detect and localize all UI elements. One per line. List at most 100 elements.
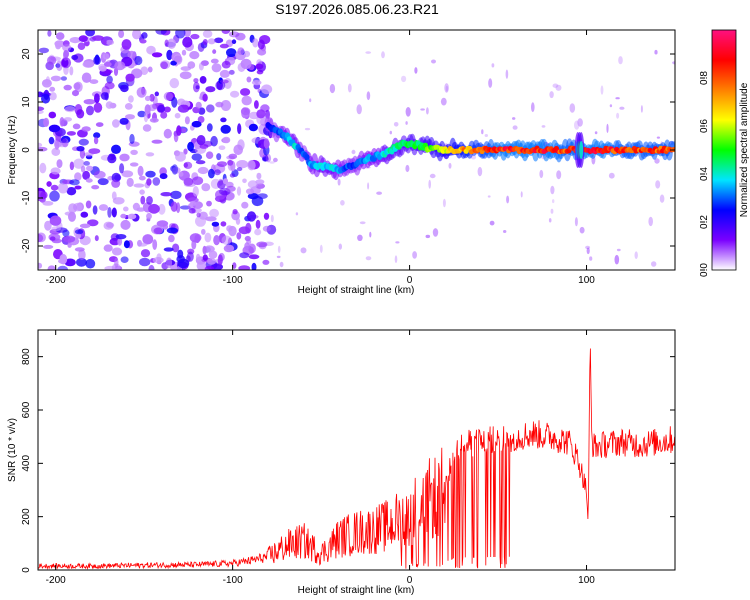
- noise-blob: [81, 72, 92, 83]
- noise-blob: [173, 55, 182, 63]
- noise-blob: [40, 191, 48, 200]
- noise-blob: [44, 220, 52, 231]
- spectrogram-x-label: Height of straight line (km): [298, 285, 415, 296]
- noise-blob: [120, 84, 129, 93]
- speckle: [395, 241, 400, 244]
- speckle: [487, 195, 491, 198]
- noise-blob: [92, 35, 104, 41]
- noise-blob: [235, 217, 241, 225]
- noise-blob: [261, 156, 269, 162]
- noise-blob: [195, 215, 206, 227]
- noise-blob: [63, 50, 70, 58]
- noise-blob: [231, 39, 237, 44]
- noise-blob: [88, 148, 101, 155]
- noise-blob: [72, 123, 81, 130]
- speckle: [506, 195, 510, 204]
- speckle: [304, 127, 311, 131]
- noise-blob: [221, 235, 232, 245]
- noise-blob: [220, 117, 227, 123]
- speckle: [420, 108, 425, 111]
- noise-blob: [228, 69, 235, 75]
- noise-blob: [83, 99, 96, 105]
- noise-blob: [228, 153, 238, 160]
- noise-blob: [57, 265, 69, 270]
- noise-blob: [220, 124, 231, 134]
- snr-y-label: SNR (10 * v/v): [7, 418, 18, 482]
- noise-blob: [120, 213, 127, 219]
- noise-blob: [69, 66, 74, 76]
- noise-blob: [190, 200, 197, 206]
- noise-blob: [38, 142, 43, 148]
- noise-blob: [127, 95, 134, 103]
- noise-blob: [51, 226, 61, 232]
- x-tick-label: -200: [46, 275, 66, 286]
- noise-blob: [198, 107, 206, 115]
- noise-blob: [164, 39, 169, 47]
- noise-blob: [46, 56, 57, 65]
- speckle: [277, 245, 281, 253]
- noise-blob: [184, 116, 190, 125]
- noise-blob: [50, 167, 61, 175]
- noise-blob: [103, 61, 112, 67]
- noise-blob: [201, 183, 211, 192]
- noise-blob: [176, 125, 182, 136]
- noise-blob: [140, 249, 151, 258]
- noise-blob: [140, 66, 149, 75]
- noise-blob: [49, 215, 62, 226]
- noise-blob: [257, 48, 267, 56]
- noise-blob: [166, 227, 179, 234]
- noise-blob: [79, 148, 85, 159]
- noise-blob: [63, 84, 72, 91]
- speckle: [656, 136, 661, 139]
- noise-blob: [240, 107, 251, 116]
- x-tick-label: 100: [578, 575, 595, 586]
- speckle: [552, 83, 559, 88]
- colorbar-gradient: [711, 29, 737, 271]
- noise-blob: [115, 234, 127, 240]
- noise-blob: [45, 76, 51, 85]
- y-tick-label: 600: [21, 401, 32, 418]
- noise-blob: [206, 104, 215, 113]
- noise-blob: [139, 39, 147, 44]
- noise-blob: [146, 212, 152, 220]
- speckle: [512, 125, 518, 130]
- noise-blob: [256, 109, 266, 119]
- noise-blob: [226, 48, 237, 58]
- noise-blob: [242, 178, 247, 184]
- y-tick-label: 0: [21, 567, 32, 573]
- noise-blob: [218, 145, 226, 150]
- noise-blob: [236, 160, 249, 169]
- noise-blob: [93, 132, 101, 139]
- noise-blob: [207, 258, 217, 265]
- noise-blob: [112, 119, 120, 128]
- noise-blob: [78, 249, 86, 261]
- noise-blob: [238, 265, 251, 270]
- noise-blob: [229, 173, 236, 178]
- y-tick-label: 200: [21, 508, 32, 525]
- noise-blob: [117, 237, 123, 246]
- noise-blob: [105, 39, 115, 46]
- noise-blob: [257, 39, 265, 50]
- speckle: [448, 162, 452, 169]
- noise-blob: [54, 140, 60, 151]
- noise-blob: [79, 223, 91, 229]
- noise-blob: [208, 250, 218, 259]
- noise-blob: [157, 104, 166, 113]
- noise-blob: [221, 60, 231, 69]
- noise-blob: [120, 219, 131, 230]
- noise-blob: [171, 164, 178, 175]
- speckle: [550, 208, 554, 214]
- noise-blob: [155, 30, 167, 35]
- noise-blob: [197, 166, 209, 175]
- speckle: [594, 131, 598, 135]
- speckle: [431, 59, 436, 64]
- speckle: [337, 178, 341, 186]
- noise-blob: [111, 179, 121, 188]
- speckle: [440, 97, 447, 106]
- noise-blob: [191, 153, 203, 161]
- noise-blob: [49, 190, 60, 202]
- noise-blob: [257, 193, 268, 200]
- speckle: [432, 228, 439, 237]
- noise-blob: [263, 138, 270, 149]
- noise-blob: [174, 112, 181, 119]
